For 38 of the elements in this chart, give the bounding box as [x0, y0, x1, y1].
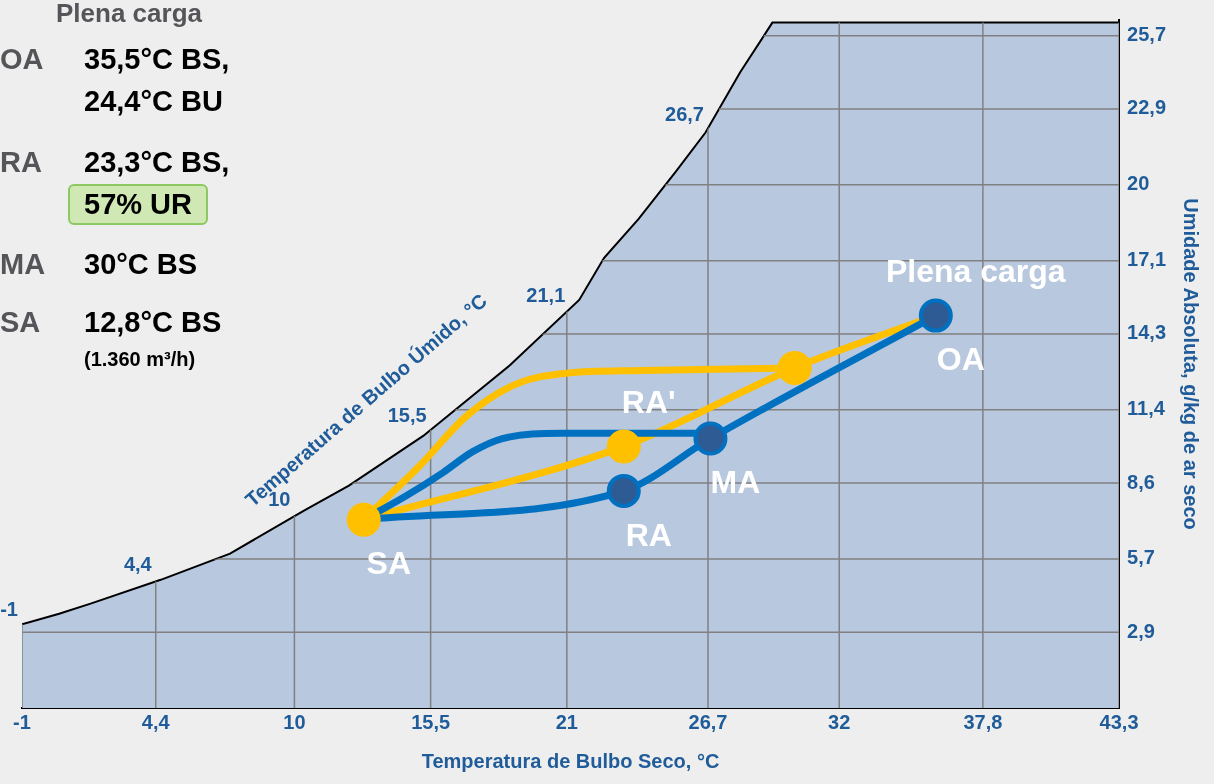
- annotation: RA: [0, 146, 42, 178]
- x-tick-label: 21: [555, 710, 578, 733]
- x-axis-title: Temperatura de Bulbo Seco, °C: [421, 749, 720, 772]
- annotation: SA: [0, 306, 41, 338]
- y-tick-label: 8,6: [1127, 470, 1155, 493]
- y-tick-label: 20: [1127, 172, 1150, 195]
- annotation: MA: [0, 248, 46, 280]
- y-tick-label: 22,9: [1127, 96, 1167, 119]
- x-tick-label: 4,4: [141, 710, 171, 733]
- x-tick-label: 10: [283, 710, 306, 733]
- annotation: OA: [0, 43, 44, 75]
- y-tick-label: 2,9: [1127, 619, 1155, 642]
- annotation: 12,8°C BS: [84, 306, 222, 338]
- annotation: 4,4: [123, 553, 153, 576]
- annotation: 21,1: [526, 283, 566, 306]
- annotation: 35,5°C BS,: [84, 43, 230, 75]
- y-tick-label: 14,3: [1127, 321, 1167, 344]
- annotation: Plena carga: [56, 0, 202, 28]
- x-tick-label: 26,7: [688, 710, 728, 733]
- annotation: (1.360 m³/h): [84, 348, 196, 370]
- annotation: 30°C BS: [84, 248, 198, 280]
- annotation: 26,7: [665, 103, 704, 126]
- annotation: 23,3°C BS,: [84, 146, 230, 178]
- x-tick-label: 37,8: [963, 710, 1003, 733]
- x-tick-label: 43,3: [1099, 710, 1139, 733]
- annotation: 57% UR: [68, 184, 208, 225]
- x-tick-label: 32: [828, 710, 851, 733]
- annotation: -1: [0, 597, 18, 620]
- y-tick-label: 11,4: [1127, 397, 1166, 420]
- x-tick-label: -1: [13, 710, 31, 733]
- x-tick-label: 15,5: [411, 710, 451, 733]
- annotation: RA: [625, 516, 672, 553]
- annotation: 15,5: [387, 404, 427, 427]
- annotation: 24,4°C BU: [84, 85, 223, 117]
- y-axis-title: Umidade Absoluta, g/kg de ar seco: [1180, 198, 1203, 530]
- y-tick-label: 17,1: [1127, 248, 1167, 271]
- y-tick-label: 5,7: [1127, 546, 1155, 569]
- y-tick-label: 25,7: [1127, 23, 1167, 46]
